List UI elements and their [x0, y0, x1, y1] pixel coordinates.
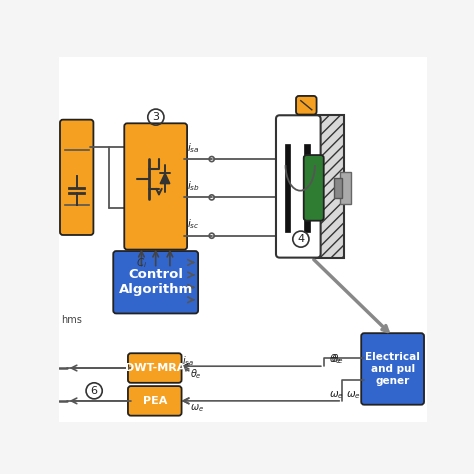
FancyBboxPatch shape [128, 353, 182, 383]
Bar [340, 172, 351, 203]
Text: Control
Algorithm: Control Algorithm [118, 268, 193, 296]
Text: Electrical
and pul
gener: Electrical and pul gener [365, 352, 420, 385]
Text: $\omega_e$: $\omega_e$ [190, 402, 204, 414]
Text: hms: hms [61, 315, 82, 325]
Text: $i_{sc}$: $i_{sc}$ [187, 218, 200, 231]
Text: 6: 6 [91, 386, 98, 396]
FancyBboxPatch shape [128, 386, 182, 416]
Text: 3: 3 [152, 112, 159, 122]
Text: $i_{sa}$: $i_{sa}$ [182, 355, 194, 368]
Text: $\theta_e$: $\theta_e$ [329, 353, 342, 366]
Text: PEA: PEA [143, 396, 167, 406]
Bar [304, 144, 310, 232]
FancyBboxPatch shape [113, 251, 198, 313]
FancyBboxPatch shape [361, 333, 424, 405]
FancyBboxPatch shape [304, 155, 324, 221]
Text: $i_{sa}$: $i_{sa}$ [187, 141, 200, 155]
FancyBboxPatch shape [296, 96, 317, 115]
Polygon shape [160, 173, 170, 183]
Text: $\omega_e$: $\omega_e$ [346, 389, 361, 401]
Text: 4: 4 [297, 234, 304, 244]
Text: $\theta_e$: $\theta_e$ [190, 367, 201, 381]
Text: DWT-MRA: DWT-MRA [125, 363, 185, 373]
FancyBboxPatch shape [276, 115, 320, 258]
Text: $i_{sb}$: $i_{sb}$ [187, 179, 200, 193]
Text: $\omega_e$: $\omega_e$ [329, 389, 344, 401]
Bar [63, 258, 419, 426]
FancyBboxPatch shape [60, 119, 93, 235]
Text: $C_i$: $C_i$ [137, 256, 147, 270]
Text: $\theta_e$: $\theta_e$ [331, 353, 344, 366]
Bar [285, 144, 290, 232]
Bar [315, 115, 344, 258]
Bar [334, 178, 342, 198]
Bar [122, 347, 195, 420]
FancyBboxPatch shape [124, 123, 187, 250]
